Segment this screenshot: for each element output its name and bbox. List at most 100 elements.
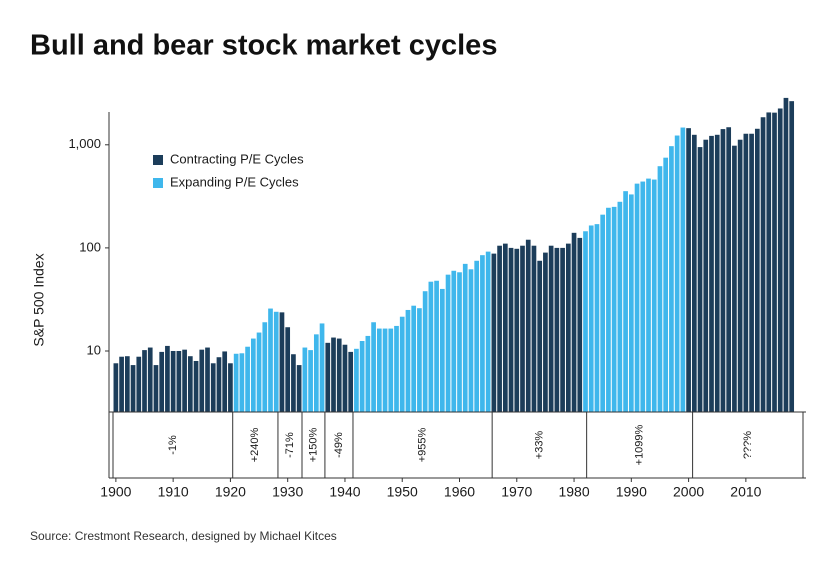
bar [210,363,216,412]
bar [193,360,199,412]
bar [457,272,462,412]
bar [565,243,571,412]
bar [142,350,147,412]
bar [348,351,354,412]
cycle-label: +1099% [634,424,646,465]
bar [239,353,245,412]
bar [187,356,193,412]
legend-swatch [153,178,163,188]
bar [228,363,233,412]
x-tick-label: 1940 [329,484,360,500]
bar [543,252,548,412]
bar [462,263,468,412]
bar [508,247,514,412]
cycle-label: +955% [416,428,428,463]
bar [525,239,531,412]
legend-label: Contracting P/E Cycles [170,151,304,166]
bar [743,133,749,412]
bar [531,245,537,412]
bar [331,337,336,412]
bar [159,351,165,412]
y-axis-label: S&P 500 Index [31,253,47,346]
x-tick-label: 1910 [158,484,189,500]
bar [663,157,669,412]
chart-title: Bull and bear stock market cycles [30,30,497,62]
bar [634,183,640,412]
cycle-label: -1% [167,435,179,455]
bar [646,178,651,412]
bar [600,214,606,412]
cycle-label: ???% [742,431,754,459]
bar [119,356,124,412]
bar [205,347,210,412]
bar [520,245,525,412]
bar [577,237,583,412]
bar [405,309,411,412]
cycle-label: +33% [533,431,545,460]
bar [714,134,720,412]
bar [732,145,737,412]
bar [468,269,474,412]
bar [720,129,726,413]
bar [399,316,405,412]
source: Source: Crestmont Research, designed by … [30,529,337,543]
bar [250,338,256,412]
bar [147,347,153,412]
bar [336,338,342,412]
bar [691,134,697,412]
x-tick-label: 1920 [215,484,246,500]
bar [680,127,686,412]
bar [548,245,554,412]
bar [313,334,319,412]
bar [342,344,348,412]
bar [737,139,743,412]
bar [325,342,331,412]
bar [439,288,445,412]
bar [583,231,588,412]
bar [291,354,296,412]
bar [285,327,291,412]
bar [514,248,520,412]
bar [176,350,182,412]
bar [502,243,508,412]
bar [497,245,502,412]
bar [411,305,417,412]
bar [170,350,176,412]
bar [382,328,388,412]
bar [674,135,680,412]
x-tick-label: 1930 [272,484,303,500]
bar [669,146,674,413]
x-tick-label: 2010 [730,484,761,500]
bar [789,101,795,412]
bar [302,347,308,412]
bar [571,232,577,412]
bar [199,349,205,412]
cycle-label: +240% [249,428,261,463]
bar [268,308,273,412]
bar [434,280,439,412]
bar [623,191,628,412]
bar [657,166,663,412]
bar [182,349,187,412]
bar [428,281,434,412]
bar [451,270,457,412]
bar [319,323,325,412]
x-tick-label: 1900 [100,484,131,500]
bar [474,260,480,412]
bar [754,128,760,413]
bar [256,332,262,412]
bar [262,322,268,412]
bar [766,112,772,412]
x-tick-label: 1980 [558,484,589,500]
bar [153,365,159,412]
bar [136,356,142,412]
bar [554,247,560,412]
bar [777,108,783,413]
bar [417,308,422,412]
bar [371,322,376,412]
x-tick-label: 1960 [444,484,475,500]
x-tick-label: 2000 [673,484,704,500]
bar [491,253,497,412]
bar [760,117,766,412]
